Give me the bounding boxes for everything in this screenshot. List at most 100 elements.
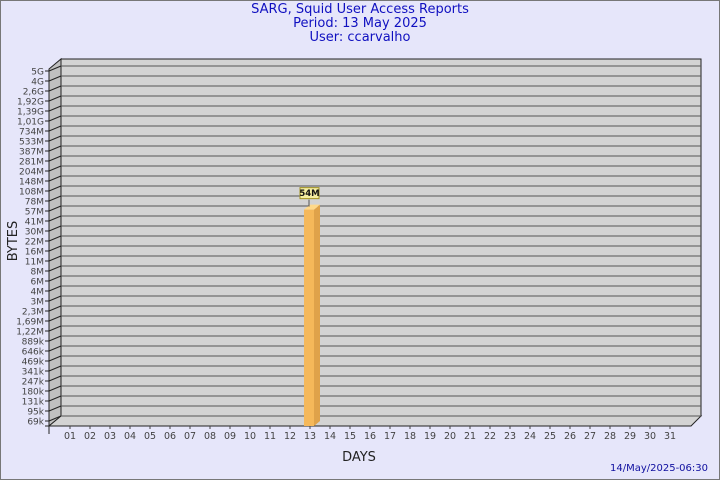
gridline-side <box>48 65 62 72</box>
x-tick-label-07: 07 <box>184 431 196 442</box>
gridline-side <box>48 195 62 202</box>
x-tick-label-24: 24 <box>524 431 536 442</box>
y-tick-label: 16M <box>25 248 44 258</box>
x-tick-label-20: 20 <box>444 431 456 442</box>
y-tick-label: 108M <box>19 188 44 198</box>
x-tick-label-04: 04 <box>124 431 136 442</box>
gridline-side <box>48 245 62 252</box>
x-tick-label-01: 01 <box>64 431 76 442</box>
gridline-side <box>48 385 62 392</box>
x-tick-label-29: 29 <box>624 431 636 442</box>
y-tick-label: 8M <box>31 268 45 278</box>
chart-user: User: ccarvalho <box>309 30 411 45</box>
data-label-box <box>299 187 320 200</box>
x-tick-label-26: 26 <box>564 431 576 442</box>
gridline-side <box>48 135 62 142</box>
gridline-side <box>48 155 62 162</box>
x-tick-label-06: 06 <box>164 431 176 442</box>
y-tick-label: 889k <box>22 338 45 348</box>
x-tick-label-25: 25 <box>544 431 556 442</box>
y-tick-label: 281M <box>19 158 44 168</box>
gridline-side <box>48 165 62 172</box>
y-tick-label: 78M <box>25 198 44 208</box>
gridline-side <box>48 215 62 222</box>
x-tick-label-15: 15 <box>344 431 356 442</box>
x-tick-label-27: 27 <box>584 431 596 442</box>
x-tick-label-03: 03 <box>104 431 116 442</box>
y-tick-label: 4M <box>31 288 45 298</box>
gridline-side <box>48 285 62 292</box>
gridline-side <box>48 335 62 342</box>
gridline-side <box>48 205 62 212</box>
y-tick-label: 533M <box>19 138 44 148</box>
y-tick-label: 131k <box>22 398 45 408</box>
y-tick-label: 57M <box>25 208 44 218</box>
bar-day-13 <box>304 209 314 426</box>
x-tick-label-18: 18 <box>404 431 416 442</box>
x-tick-label-21: 21 <box>464 431 476 442</box>
x-tick-label-16: 16 <box>364 431 376 442</box>
gridline-side <box>48 85 62 92</box>
x-tick-label-22: 22 <box>484 431 496 442</box>
x-tick-label-31: 31 <box>664 431 676 442</box>
y-tick-label: 6M <box>31 278 45 288</box>
gridline-side <box>48 175 62 182</box>
y-tick-label: 22M <box>25 238 44 248</box>
y-tick-label: 1,92G <box>17 98 44 108</box>
side-wall <box>48 57 62 428</box>
bar-top-day-13 <box>304 204 320 210</box>
x-tick-label-05: 05 <box>144 431 156 442</box>
y-tick-label: 148M <box>19 178 44 188</box>
bar-side-day-13 <box>314 204 320 426</box>
y-tick-label: 69k <box>27 418 44 428</box>
x-tick-label-23: 23 <box>504 431 516 442</box>
y-tick-label: 3M <box>31 298 45 308</box>
x-tick-label-30: 30 <box>644 431 656 442</box>
gridline-side <box>48 295 62 302</box>
gridline-side <box>48 235 62 242</box>
x-tick-label-13: 13 <box>304 431 316 442</box>
y-tick-label: 387M <box>19 148 44 158</box>
y-tick-label: 41M <box>25 218 44 228</box>
gridline-side <box>48 315 62 322</box>
gridline-side <box>48 115 62 122</box>
gridline-side <box>48 375 62 382</box>
y-tick-label: 1,01G <box>17 118 44 128</box>
y-tick-label: 204M <box>19 168 44 178</box>
x-tick-label-02: 02 <box>84 431 96 442</box>
x-tick-label-09: 09 <box>224 431 236 442</box>
gridline-side <box>48 125 62 132</box>
y-tick-label: 1,22M <box>16 328 44 338</box>
x-tick-label-11: 11 <box>264 431 276 442</box>
gridline-side <box>48 95 62 102</box>
chart-title: SARG, Squid User Access Reports <box>251 2 469 17</box>
y-tick-label: 469k <box>22 358 45 368</box>
y-tick-label: 247k <box>22 378 45 388</box>
gridline-side <box>48 255 62 262</box>
x-tick-label-19: 19 <box>424 431 436 442</box>
x-tick-label-17: 17 <box>384 431 396 442</box>
y-tick-label: 1,69M <box>16 318 44 328</box>
gridline-side <box>48 365 62 372</box>
y-tick-label: 1,39G <box>17 108 44 118</box>
x-tick-label-28: 28 <box>604 431 616 442</box>
y-tick-label: 2,6G <box>23 88 44 98</box>
gridline-side <box>48 75 62 82</box>
gridline-side <box>48 265 62 272</box>
gridline-side <box>48 305 62 312</box>
y-tick-label: 734M <box>19 128 44 138</box>
gridline-side <box>48 105 62 112</box>
y-tick-label: 30M <box>25 228 44 238</box>
y-tick-label: 341k <box>22 368 45 378</box>
x-tick-label-10: 10 <box>244 431 256 442</box>
gridline-side <box>48 395 62 402</box>
gridline-side <box>48 355 62 362</box>
x-tick-label-14: 14 <box>324 431 336 442</box>
gridline-side <box>48 225 62 232</box>
gridline-side <box>48 415 62 422</box>
y-tick-label: 180k <box>22 388 45 398</box>
gridline-side <box>48 145 62 152</box>
generated-timestamp: 14/May/2025-06:30 <box>610 463 708 474</box>
gridline-side <box>48 325 62 332</box>
